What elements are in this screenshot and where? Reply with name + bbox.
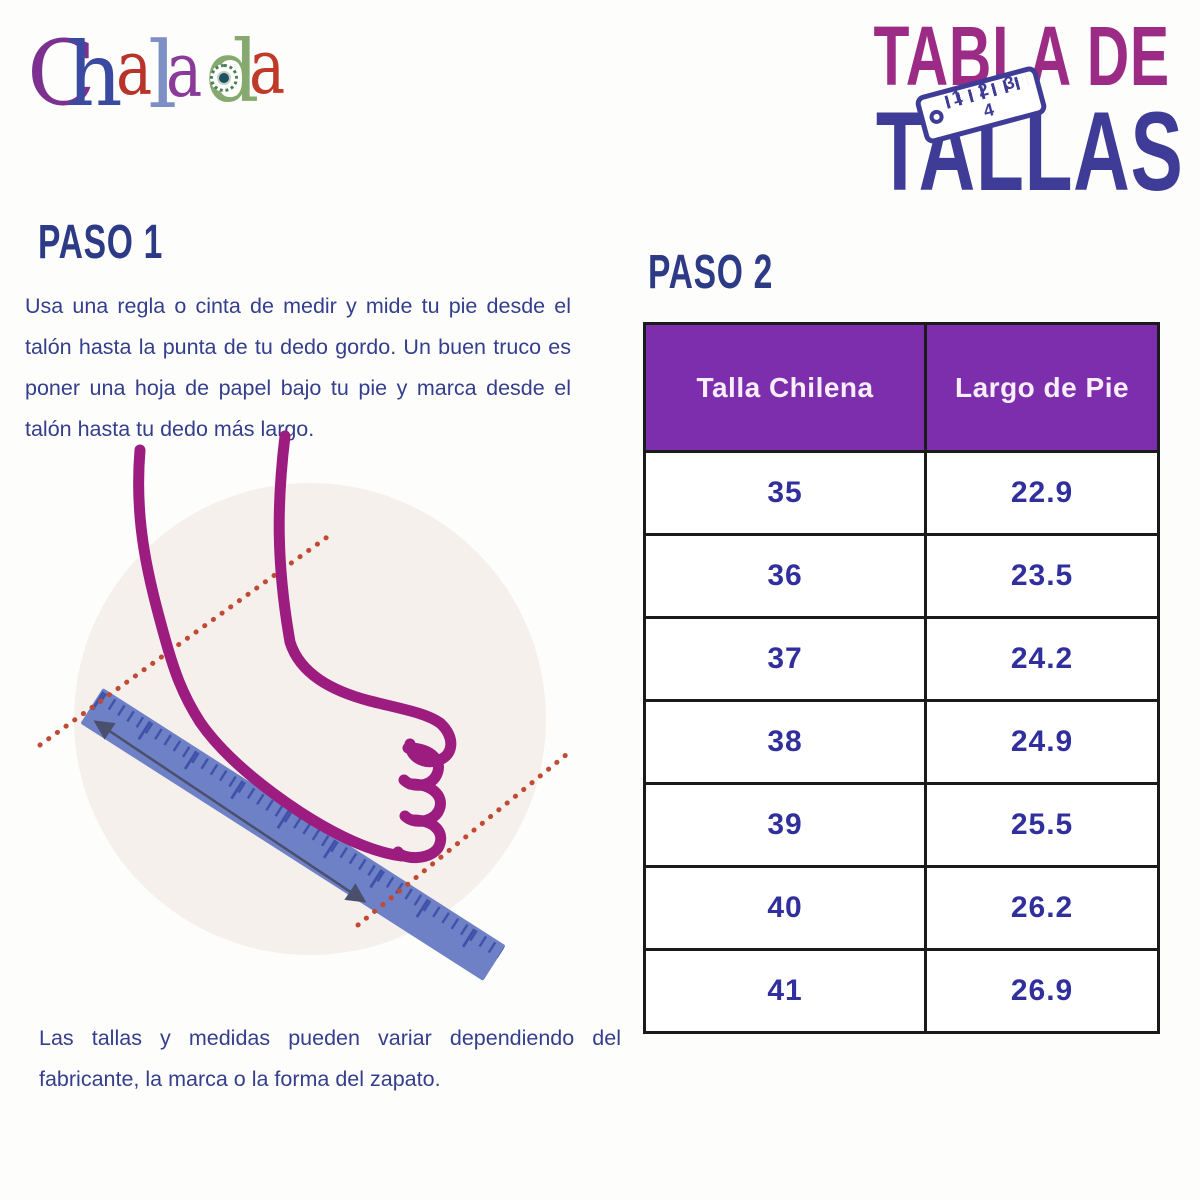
size-table: Talla Chilena Largo de Pie 35 22.9 36 23… — [643, 322, 1160, 1034]
talla-value: 40 — [646, 868, 928, 948]
logo-letter: a — [249, 22, 286, 111]
paso1-line: Usa una regla o cinta de medir y mide tu… — [25, 294, 571, 318]
measure-arrow — [93, 720, 367, 903]
paso1-line: talón hasta tu dedo más largo. — [25, 417, 315, 441]
largo-value: 25.5 — [1010, 808, 1074, 841]
paso1-heading: PASO 1 — [38, 219, 217, 267]
largo-value: 24.9 — [1010, 725, 1074, 758]
talla-value: 37 — [646, 619, 928, 699]
paso1-instructions: Usa una regla o cinta de medir y mide tu… — [25, 286, 571, 450]
largo-value: 23.5 — [1010, 559, 1074, 592]
paso1-line: poner una hoja de papel bajo tu pie y ma… — [25, 376, 571, 400]
brand-logo: C h a l a d a — [27, 20, 327, 135]
talla-value: 35 — [646, 453, 928, 533]
talla-value: 36 — [646, 536, 928, 616]
talla-value: 38 — [646, 702, 928, 782]
disclaimer-line: fabricante, la marca o la forma del zapa… — [39, 1067, 441, 1091]
paso1-heading-text: PASO 1 — [38, 216, 163, 269]
largo-value: 22.9 — [1010, 476, 1074, 509]
disclaimer-line: Las tallas y medidas pueden variar depen… — [39, 1026, 621, 1050]
toe-guide-dotted-line — [355, 747, 575, 928]
largo-value: 24.2 — [1010, 642, 1074, 675]
paso2-heading: PASO 2 — [648, 249, 827, 297]
logo-letter: l — [148, 22, 178, 129]
disclaimer-text: Las tallas y medidas pueden variar depen… — [39, 1018, 621, 1100]
paso1-line: talón hasta la punta de tu dedo gordo. U… — [25, 335, 571, 359]
talla-value: 39 — [646, 785, 928, 865]
logo-letter: C — [27, 21, 96, 126]
size-table-header-largo: Largo de Pie — [955, 371, 1130, 403]
logo-letter: a — [166, 25, 203, 114]
table-row: 35 22.9 — [646, 450, 1157, 533]
table-row: 37 24.2 — [646, 616, 1157, 699]
talla-value: 41 — [646, 951, 928, 1031]
logo-letter: h — [66, 23, 123, 126]
logo-flower-icon — [210, 64, 238, 92]
size-table-header-talla: Talla Chilena — [646, 325, 928, 450]
table-row: 39 25.5 — [646, 782, 1157, 865]
ruler-icon-hole — [927, 108, 946, 126]
logo-flower-center — [219, 73, 229, 83]
size-table-header-row: Talla Chilena Largo de Pie — [646, 325, 1157, 450]
paso2-heading-text: PASO 2 — [648, 246, 773, 299]
foot-outline — [133, 430, 457, 863]
page-title: TABLA DE TALLAS 1 2 3 4 — [810, 12, 1182, 208]
table-row: 41 26.9 — [646, 948, 1157, 1031]
table-row: 40 26.2 — [646, 865, 1157, 948]
largo-value: 26.9 — [1010, 974, 1074, 1007]
largo-value: 26.2 — [1010, 891, 1074, 924]
logo-letter: a — [116, 23, 153, 112]
foot-measurement-illustration — [37, 430, 575, 981]
table-row: 38 24.9 — [646, 699, 1157, 782]
table-row: 36 23.5 — [646, 533, 1157, 616]
